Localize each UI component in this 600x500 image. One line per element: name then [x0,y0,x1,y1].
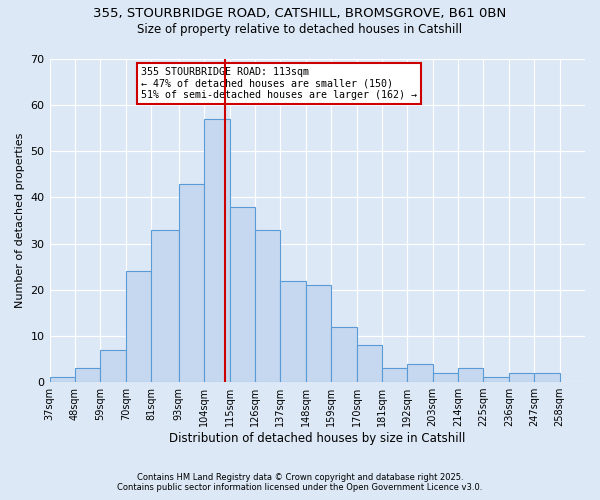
Bar [534,373,560,382]
Bar [356,345,382,382]
Bar [75,368,100,382]
Bar [306,285,331,382]
Bar [382,368,407,382]
Bar [407,364,433,382]
Bar [509,373,534,382]
Bar [204,119,230,382]
Bar [433,373,458,382]
Bar [126,272,151,382]
Y-axis label: Number of detached properties: Number of detached properties [15,133,25,308]
Bar [280,280,306,382]
Bar [179,184,204,382]
Text: 355 STOURBRIDGE ROAD: 113sqm
← 47% of detached houses are smaller (150)
51% of s: 355 STOURBRIDGE ROAD: 113sqm ← 47% of de… [140,67,416,100]
Bar [151,230,179,382]
X-axis label: Distribution of detached houses by size in Catshill: Distribution of detached houses by size … [169,432,466,445]
Text: Contains HM Land Registry data © Crown copyright and database right 2025.
Contai: Contains HM Land Registry data © Crown c… [118,473,482,492]
Text: 355, STOURBRIDGE ROAD, CATSHILL, BROMSGROVE, B61 0BN: 355, STOURBRIDGE ROAD, CATSHILL, BROMSGR… [94,8,506,20]
Bar [458,368,484,382]
Bar [255,230,280,382]
Text: Size of property relative to detached houses in Catshill: Size of property relative to detached ho… [137,22,463,36]
Bar [331,326,356,382]
Bar [100,350,126,382]
Bar [484,378,509,382]
Bar [50,378,75,382]
Bar [230,206,255,382]
